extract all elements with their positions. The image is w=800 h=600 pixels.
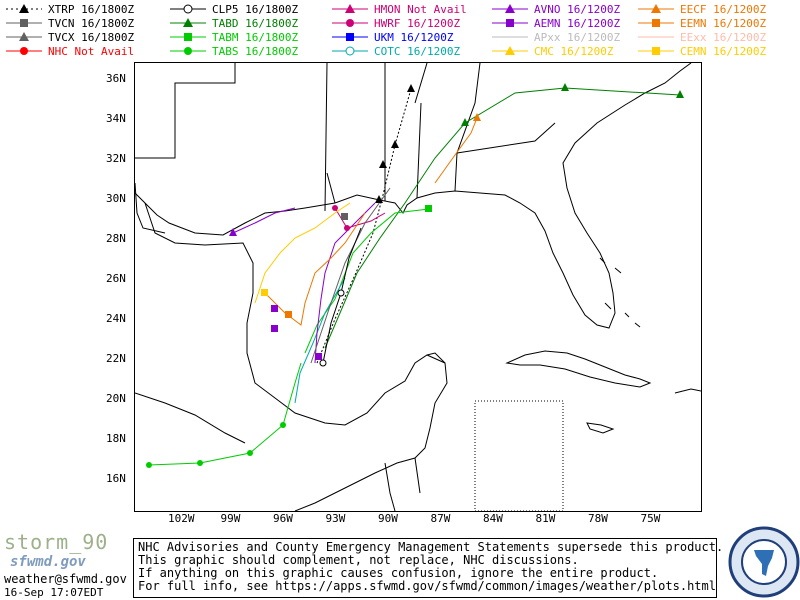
legend-label: UKM 16/1200Z	[374, 31, 454, 44]
legend-label: EExx 16/1200Z	[680, 31, 767, 44]
legend-swatch-icon	[332, 46, 368, 56]
legend-swatch-icon	[332, 33, 368, 41]
disclaimer-line: For full info, see https://apps.sfwmd.go…	[138, 579, 716, 593]
disclaimer-box: NHC Advisories and County Emergency Mana…	[133, 538, 724, 598]
legend-swatch-icon	[492, 36, 528, 38]
track-markers	[146, 83, 684, 468]
contact-email[interactable]: weather@sfwmd.gov	[4, 572, 127, 586]
legend-label: CEMN 16/1200Z	[680, 45, 767, 58]
latitude-label: 36N	[106, 72, 126, 85]
legend-swatch-icon	[170, 18, 206, 27]
legend-label: HWRF 16/1200Z	[374, 17, 461, 30]
longitude-label: 90W	[378, 512, 398, 525]
legend-label: EEMN 16/1200Z	[680, 17, 767, 30]
legend-swatch-icon	[492, 46, 528, 55]
legend-label: TABM 16/1800Z	[212, 31, 299, 44]
legend-swatch-icon	[170, 33, 206, 41]
latitude-label: 18N	[106, 432, 126, 445]
legend-swatch-icon	[638, 4, 674, 13]
legend-swatch-icon	[332, 4, 368, 13]
legend-label: TVCN 16/1800Z	[48, 17, 135, 30]
longitude-label: 81W	[535, 512, 556, 525]
legend-label: CMC 16/1200Z	[534, 45, 614, 58]
legend-marker	[505, 4, 515, 13]
latitude-label: 34N	[106, 112, 126, 125]
legend-marker	[652, 47, 660, 55]
legend-marker	[184, 33, 192, 41]
longitude-label: 84W	[483, 512, 503, 525]
legend-label: HMON Not Avail	[374, 3, 467, 16]
model-tracks	[148, 87, 681, 466]
latitude-label: 24N	[106, 312, 126, 325]
latitude-label: 16N	[106, 472, 126, 485]
storm-name: storm_90	[4, 530, 109, 554]
legend-marker	[20, 47, 28, 55]
legend-marker	[183, 18, 193, 27]
latitude-label: 28N	[106, 232, 126, 245]
legend-marker	[506, 19, 514, 27]
disclaimer-line: If anything on this graphic causes confu…	[138, 566, 659, 580]
legend-label: APxx 16/1200Z	[534, 31, 621, 44]
legend-marker	[651, 4, 661, 13]
legend-label: AVNO 16/1200Z	[534, 3, 621, 16]
disclaimer-line: This graphic should complement, not repl…	[138, 553, 579, 567]
org-logo-text: sfwmd.gov	[10, 554, 86, 570]
legend-label: TVCX 16/1800Z	[48, 31, 135, 44]
legend-label: AEMN 16/1200Z	[534, 17, 621, 30]
longitude-label: 93W	[325, 512, 346, 525]
longitude-label: 96W	[273, 512, 293, 525]
map-canvas	[135, 63, 701, 511]
disclaimer-line: NHC Advisories and County Emergency Mana…	[138, 540, 724, 554]
longitude-label: 99W	[220, 512, 241, 525]
legend-swatch-icon	[638, 47, 674, 55]
legend-swatch-icon	[6, 32, 42, 41]
latitude-label: 26N	[106, 272, 126, 285]
legend-swatch-icon	[638, 19, 674, 27]
model-legend: XTRP 16/1800Z TVCN 16/1800Z TVCX 16/1800Z N…	[0, 0, 800, 60]
legend-marker	[345, 4, 355, 13]
legend-marker	[346, 19, 354, 27]
legend-swatch-icon	[6, 4, 42, 13]
longitude-label: 78W	[588, 512, 608, 525]
legend-swatch-icon	[170, 4, 206, 14]
legend-marker	[505, 46, 515, 55]
legend-label: TABS 16/1800Z	[212, 45, 299, 58]
issue-timestamp: 16-Sep 17:07EDT	[4, 586, 104, 599]
legend-label: EECF 16/1200Z	[680, 3, 767, 16]
legend-swatch-icon	[6, 19, 42, 27]
legend-swatch-icon	[170, 47, 206, 55]
coastlines	[135, 63, 701, 511]
longitude-label: 75W	[640, 512, 661, 525]
legend-marker	[184, 47, 192, 55]
legend-swatch-icon	[492, 4, 528, 13]
legend-swatch-icon	[638, 36, 674, 38]
legend-label: CLP5 16/1800Z	[212, 3, 299, 16]
legend-marker	[652, 19, 660, 27]
legend-marker	[19, 32, 29, 41]
longitude-label: 87W	[430, 512, 451, 525]
forecast-area-box	[474, 400, 564, 511]
latitude-label: 32N	[106, 152, 126, 165]
legend-marker	[19, 4, 29, 13]
latitude-label: 30N	[106, 192, 126, 205]
legend-swatch-icon	[492, 19, 528, 27]
track-map	[134, 62, 702, 512]
legend-label: COTC 16/1200Z	[374, 45, 461, 58]
legend-swatch-icon	[6, 47, 42, 55]
legend-marker	[20, 19, 28, 27]
legend-marker	[183, 4, 193, 14]
legend-label: TABD 16/1800Z	[212, 17, 299, 30]
latitude-label: 22N	[106, 352, 126, 365]
legend-label: NHC Not Avail	[48, 45, 135, 58]
longitude-label: 102W	[168, 512, 195, 525]
legend-swatch-icon	[332, 19, 368, 27]
legend-marker	[345, 46, 355, 56]
legend-marker	[346, 33, 354, 41]
latitude-label: 20N	[106, 392, 126, 405]
sfwmd-seal-icon	[728, 526, 800, 598]
legend-label: XTRP 16/1800Z	[48, 3, 135, 16]
